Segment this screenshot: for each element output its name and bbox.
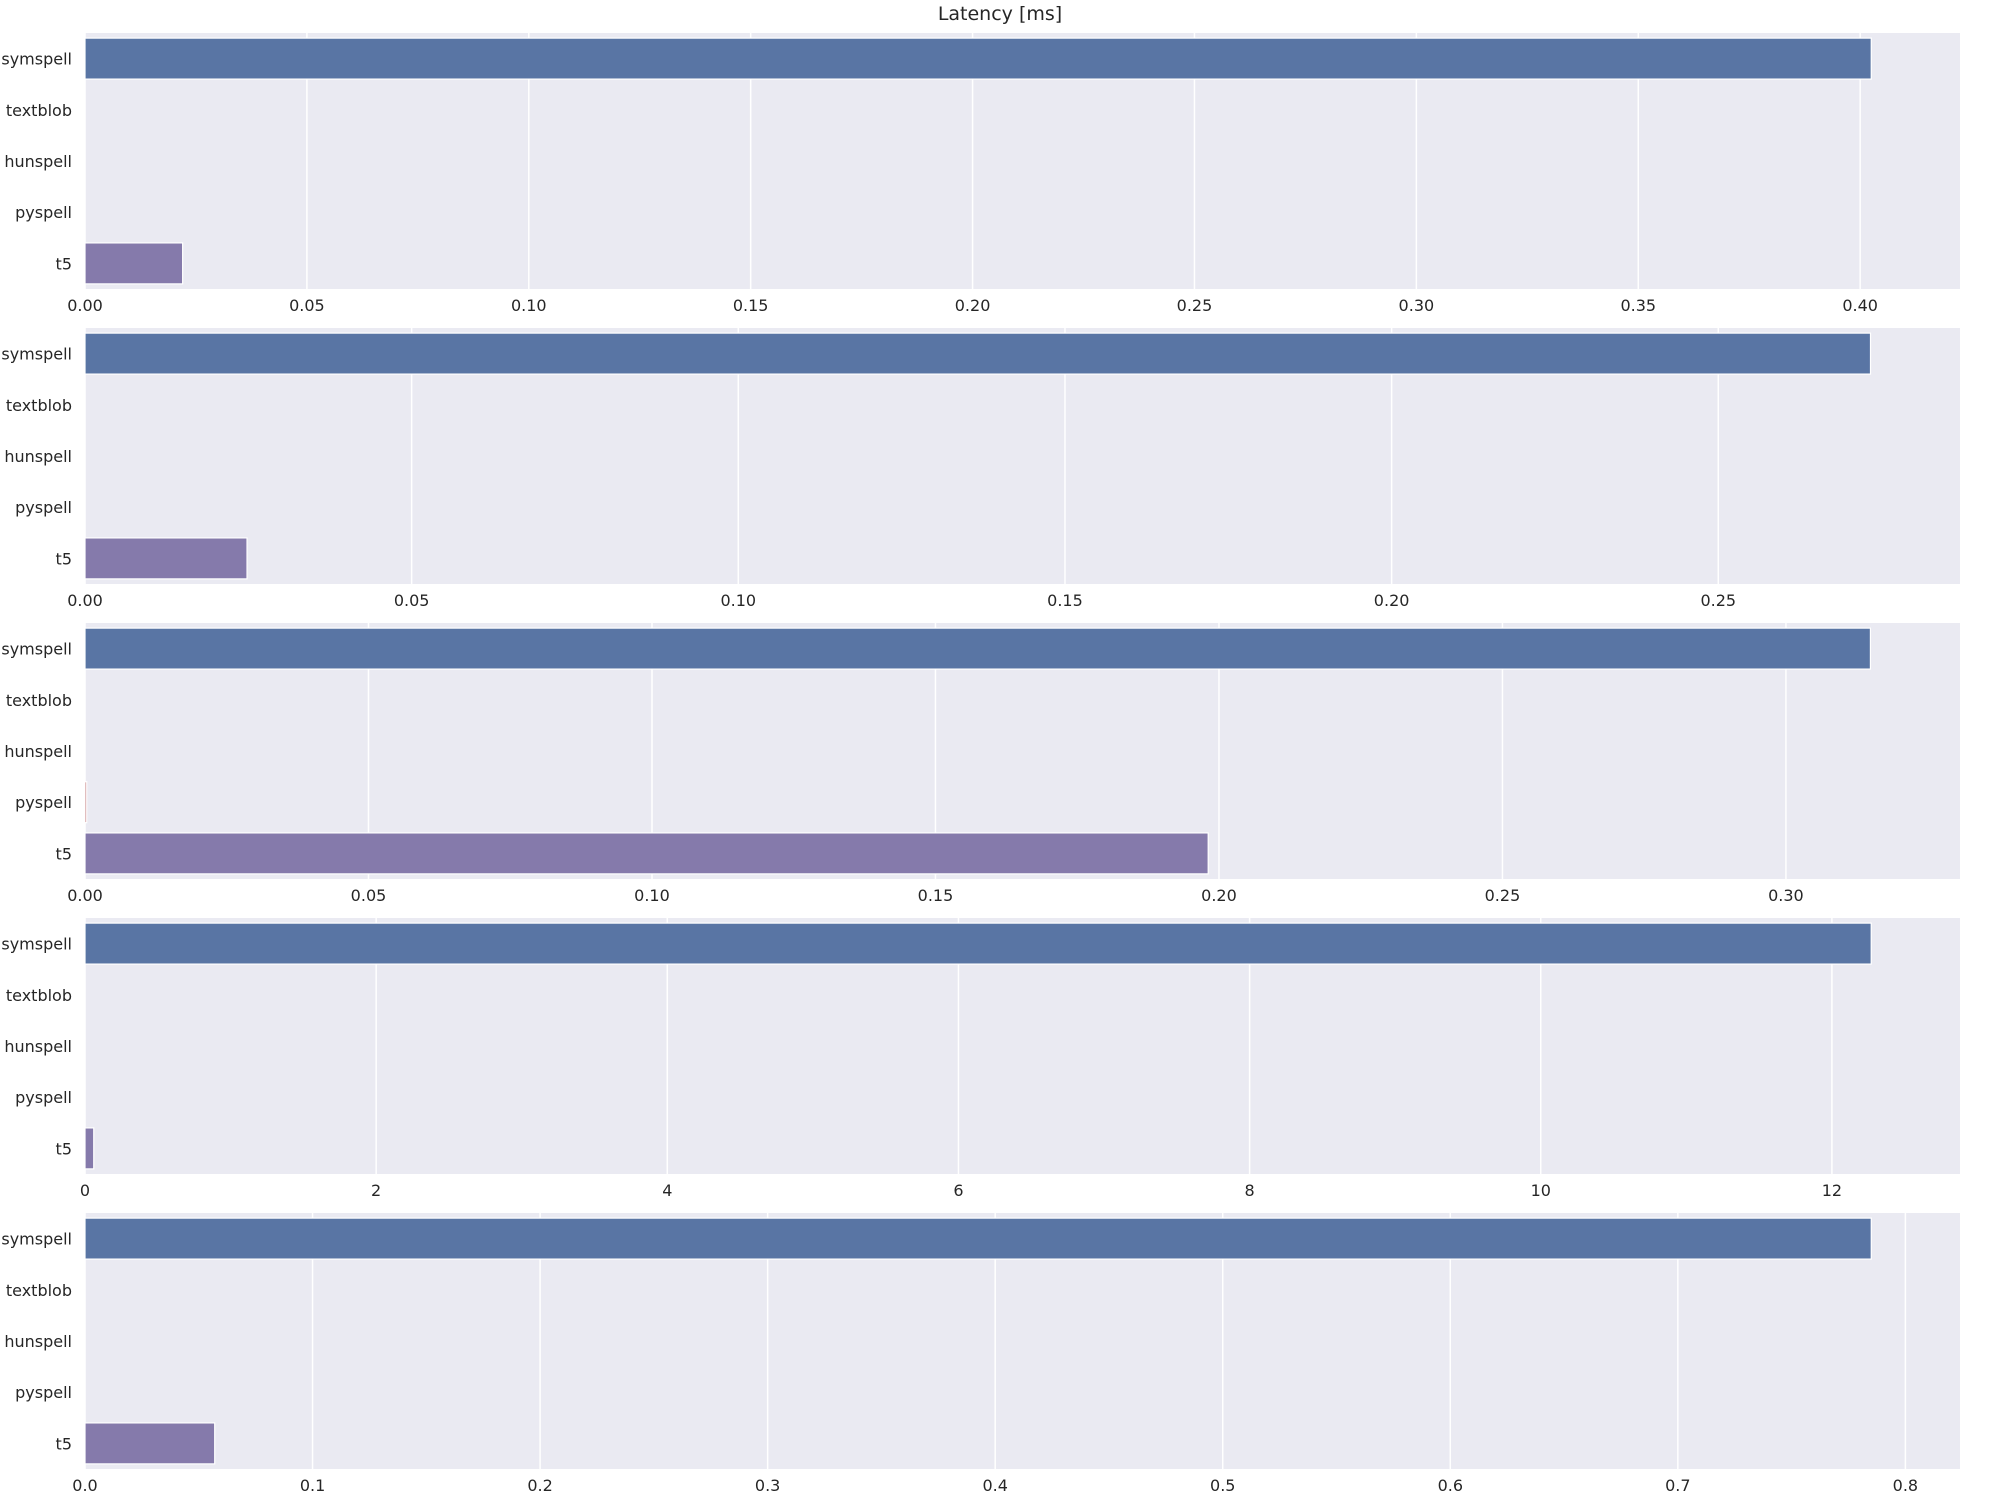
bar-t5	[84, 832, 1209, 875]
bar-symspell	[84, 332, 1872, 375]
bar-symspell	[84, 37, 1872, 80]
x-tick-label: 0.15	[918, 886, 954, 905]
x-tick-label: 0.6	[1438, 1476, 1463, 1495]
y-tick-label: t5	[56, 1434, 72, 1453]
x-tick-label: 0.15	[733, 296, 769, 315]
x-tick-label: 4	[662, 1181, 672, 1200]
y-tick-label: hunspell	[4, 152, 72, 171]
x-tick-label: 0.30	[1399, 296, 1435, 315]
y-tick-label: symspell	[1, 1230, 72, 1249]
y-tick-label: symspell	[1, 935, 72, 954]
x-tick-label: 0.00	[67, 886, 103, 905]
y-tick-label: textblob	[6, 1281, 72, 1300]
x-tick-label: 0.05	[351, 886, 387, 905]
x-tick-label: 8	[1245, 1181, 1255, 1200]
bar-symspell	[84, 922, 1872, 965]
y-tick-label: textblob	[6, 986, 72, 1005]
x-tick-label: 0.10	[511, 296, 547, 315]
y-tick-label: t5	[56, 549, 72, 568]
x-tick-label: 0.40	[1842, 296, 1878, 315]
y-tick-label: textblob	[6, 691, 72, 710]
y-tick-label: hunspell	[4, 742, 72, 761]
y-tick-label: t5	[56, 254, 72, 273]
bar-t5	[84, 1127, 95, 1170]
x-tick-label: 0.25	[1485, 886, 1521, 905]
y-tick-label: symspell	[1, 50, 72, 69]
y-tick-label: t5	[56, 844, 72, 863]
x-tick-label: 0.0	[72, 1476, 97, 1495]
bar-symspell	[84, 627, 1872, 670]
y-tick-label: symspell	[1, 640, 72, 659]
y-tick-label: symspell	[1, 345, 72, 364]
subplot-1: 0.00 0.05 0.10 0.15 0.20 0.25 0.30 0.35 0.40 syms…	[1, 33, 1960, 315]
bar-t5	[84, 242, 184, 285]
x-tick-label: 6	[953, 1181, 963, 1200]
x-tick-label: 0.10	[720, 591, 756, 610]
x-tick-label: 0.7	[1665, 1476, 1690, 1495]
x-tick-label: 2	[371, 1181, 381, 1200]
y-tick-label: hunspell	[4, 447, 72, 466]
subplot-5: 0.0 0.1 0.2 0.3 0.4 0.5 0.6 0.7 0.8 symspell textb…	[1, 1213, 1960, 1495]
subplot-4: 0 2 4 6 8 10 12 symspell textblob hunspell pyspell…	[1, 918, 1960, 1200]
y-tick-label: hunspell	[4, 1037, 72, 1056]
y-tick-label: textblob	[6, 101, 72, 120]
x-tick-label: 0.1	[300, 1476, 325, 1495]
x-tick-label: 0.4	[982, 1476, 1007, 1495]
bar-symspell	[84, 1217, 1872, 1260]
subplot-3: 0.00 0.05 0.10 0.15 0.20 0.25 0.30 symspell text…	[1, 623, 1960, 905]
subplot-2: 0.00 0.05 0.10 0.15 0.20 0.25 symspell textblob…	[1, 328, 1960, 610]
x-tick-label: 0.05	[289, 296, 325, 315]
x-tick-label: 0.05	[394, 591, 430, 610]
y-tick-label: textblob	[6, 396, 72, 415]
x-tick-label: 12	[1822, 1181, 1842, 1200]
x-tick-label: 0	[80, 1181, 90, 1200]
x-tick-label: 0.3	[755, 1476, 780, 1495]
y-tick-label: t5	[56, 1139, 72, 1158]
x-tick-label: 0.20	[955, 296, 991, 315]
x-tick-label: 10	[1531, 1181, 1551, 1200]
x-tick-label: 0.25	[1700, 591, 1736, 610]
y-tick-label: pyspell	[15, 203, 72, 222]
x-tick-label: 0.00	[67, 591, 103, 610]
x-tick-label: 0.25	[1177, 296, 1213, 315]
y-tick-label: pyspell	[15, 498, 72, 517]
x-tick-label: 0.10	[634, 886, 670, 905]
x-tick-label: 0.20	[1201, 886, 1237, 905]
y-tick-label: pyspell	[15, 793, 72, 812]
x-tick-label: 0.20	[1374, 591, 1410, 610]
bar-t5	[84, 537, 248, 580]
y-tick-label: hunspell	[4, 1332, 72, 1351]
x-tick-label: 0.2	[527, 1476, 552, 1495]
y-tick-label: pyspell	[15, 1088, 72, 1107]
figure-title: Latency [ms]	[938, 3, 1062, 25]
bar-t5	[84, 1422, 216, 1465]
x-tick-label: 0.35	[1620, 296, 1656, 315]
bar-pyspell	[84, 781, 88, 824]
x-tick-label: 0.00	[67, 296, 103, 315]
x-tick-label: 0.15	[1047, 591, 1083, 610]
x-tick-label: 0.5	[1210, 1476, 1235, 1495]
y-tick-label: pyspell	[15, 1383, 72, 1402]
x-tick-label: 0.8	[1893, 1476, 1918, 1495]
x-tick-label: 0.30	[1768, 886, 1804, 905]
